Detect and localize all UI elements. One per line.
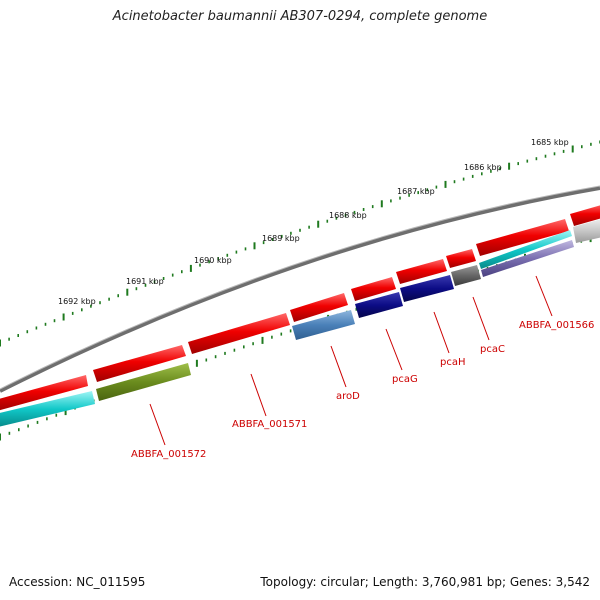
genome-summary: Topology: circular; Length: 3,760,981 bp… [260, 575, 590, 589]
gene-dark-gray[interactable] [451, 265, 481, 286]
scale-label-1692: 1692 kbp [58, 297, 96, 306]
gene-label-ABBFA_001572[interactable]: ABBFA_001572 [131, 449, 206, 460]
gene-steel-blue[interactable] [292, 310, 355, 340]
gene-forward-3[interactable] [188, 313, 290, 354]
gene-label-pcaG[interactable]: pcaG [392, 374, 418, 385]
gene-forward-1[interactable] [0, 375, 88, 411]
gene-purple[interactable] [481, 240, 574, 277]
scale-label-1687: 1687 kbp [397, 187, 435, 196]
gene-cyan-thin[interactable] [479, 230, 572, 269]
scale-label-1691: 1691 kbp [126, 277, 164, 286]
scale-label-1686: 1686 kbp [464, 163, 502, 172]
gene-forward-2[interactable] [93, 345, 186, 382]
scale-label-1690: 1690 kbp [194, 256, 232, 265]
scale-label-1689: 1689 kbp [262, 234, 300, 243]
accession-text: Accession: NC_011595 [9, 575, 146, 589]
scale-label-1685: 1685 kbp [531, 138, 569, 147]
gene-label-ABBFA_001566[interactable]: ABBFA_001566 [519, 320, 594, 331]
callout-lines [149, 275, 553, 446]
gene-olive[interactable] [96, 363, 191, 401]
gene-label-aroD[interactable]: aroD [336, 391, 360, 402]
genome-backbone [0, 186, 600, 393]
gene-forward-6[interactable] [396, 259, 447, 284]
scale-label-1688: 1688 kbp [329, 211, 367, 220]
gene-forward-9[interactable] [570, 204, 600, 226]
gene-light-gray[interactable] [573, 218, 600, 243]
gene-forward-8[interactable] [476, 219, 569, 256]
gene-forward-4[interactable] [290, 293, 348, 322]
gene-forward-5[interactable] [351, 277, 396, 301]
scale-ticks [0, 140, 600, 347]
gene-cyan[interactable] [0, 391, 95, 427]
gene-navy-1[interactable] [355, 292, 403, 318]
gene-forward-7[interactable] [446, 249, 476, 268]
map-title: Acinetobacter baumannii AB307-0294, comp… [112, 9, 488, 24]
gene-navy-2[interactable] [400, 275, 454, 302]
gene-label-ABBFA_001571[interactable]: ABBFA_001571 [232, 419, 307, 430]
genome-backbone-highlight [0, 185, 600, 390]
gene-label-pcaC[interactable]: pcaC [480, 344, 505, 355]
gene-label-pcaH[interactable]: pcaH [440, 357, 466, 368]
